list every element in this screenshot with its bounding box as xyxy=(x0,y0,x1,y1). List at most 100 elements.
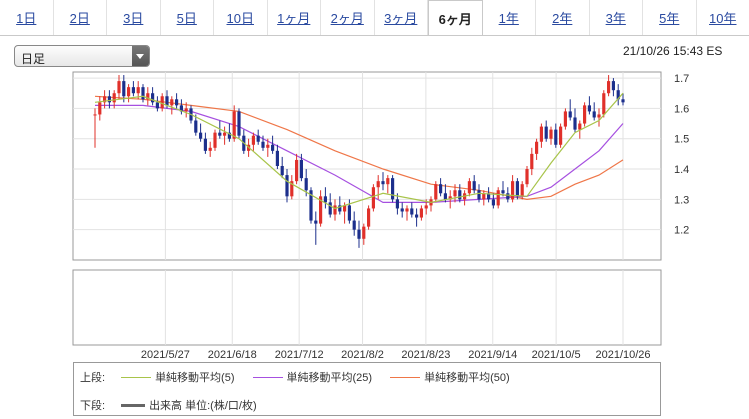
x-tick-label: 2021/7/12 xyxy=(275,349,324,361)
candle-body xyxy=(271,144,275,151)
legend-ma25: 単純移動平均(25) xyxy=(252,369,372,385)
candle-body xyxy=(295,159,299,182)
candle-body xyxy=(448,196,452,200)
candle-body xyxy=(347,205,351,221)
candle-body xyxy=(453,190,457,197)
candle-body xyxy=(290,181,294,197)
candle-body xyxy=(511,181,515,200)
period-select[interactable]: 日足 xyxy=(14,45,150,67)
tab-7[interactable]: 3ヶ月 xyxy=(374,0,428,35)
candle-body xyxy=(237,111,241,136)
tab-0[interactable]: 1日 xyxy=(0,0,54,35)
candle-body xyxy=(309,190,313,221)
candle-body xyxy=(155,102,159,109)
candle-body xyxy=(352,220,356,230)
candle-body xyxy=(472,181,476,191)
y-tick-label: 1.5 xyxy=(674,134,689,146)
candle-body xyxy=(319,196,323,224)
tab-11[interactable]: 3年 xyxy=(589,0,643,35)
candle-body xyxy=(496,190,500,206)
candle-body xyxy=(487,193,491,200)
candle-body xyxy=(107,96,111,103)
tab-9[interactable]: 1年 xyxy=(482,0,536,35)
candle-body xyxy=(338,205,342,212)
candle-body xyxy=(568,111,572,118)
candle-body xyxy=(520,184,524,197)
tab-13[interactable]: 10年 xyxy=(696,0,749,35)
candle-body xyxy=(458,190,462,200)
y-tick-label: 1.3 xyxy=(674,194,689,206)
candle-body xyxy=(280,166,284,176)
tab-1[interactable]: 2日 xyxy=(53,0,107,35)
x-tick-label: 2021/10/5 xyxy=(532,349,581,361)
candle-body xyxy=(395,199,399,209)
tab-4[interactable]: 10日 xyxy=(214,0,268,35)
tab-10[interactable]: 2年 xyxy=(536,0,590,35)
y-tick-label: 1.4 xyxy=(674,164,689,176)
legend-lower-label: 下段: xyxy=(80,400,106,412)
candle-body xyxy=(103,96,107,103)
candle-body xyxy=(223,132,227,136)
candle-body xyxy=(559,126,563,145)
candle-body xyxy=(443,193,447,200)
legend-volume-swatch xyxy=(121,403,146,407)
candle-body xyxy=(170,99,174,106)
candle-body xyxy=(419,208,423,218)
y-tick-label: 1.7 xyxy=(674,73,689,85)
period-tabs: 1日 2日 3日 5日 10日 1ヶ月 2ヶ月 3ヶ月 6ヶ月 1年 2年 3年 5年 10年 xyxy=(0,0,749,36)
candle-body xyxy=(261,141,265,148)
tab-5[interactable]: 1ヶ月 xyxy=(267,0,321,35)
candle-body xyxy=(218,132,222,136)
candle-body xyxy=(587,105,591,112)
candle-body xyxy=(203,138,207,151)
candle-body xyxy=(141,87,145,100)
legend-ma50-swatch xyxy=(390,376,421,378)
candle-body xyxy=(136,87,140,94)
tab-6[interactable]: 2ヶ月 xyxy=(321,0,375,35)
candle-body xyxy=(482,193,486,200)
candle-body xyxy=(362,226,366,239)
candle-body xyxy=(131,87,135,94)
period-select-value: 日足 xyxy=(21,52,46,66)
candle-body xyxy=(333,205,337,215)
candle-body xyxy=(266,144,270,148)
chevron-down-icon[interactable] xyxy=(132,46,149,66)
y-tick-label: 1.2 xyxy=(674,225,689,237)
candle-body xyxy=(314,220,318,224)
candle-body xyxy=(328,202,332,215)
candle-body xyxy=(535,141,539,154)
x-tick-label: 2021/5/27 xyxy=(141,349,190,361)
candle-body xyxy=(410,208,414,215)
candle-body xyxy=(592,111,596,118)
candle-body xyxy=(530,153,534,170)
candle-body xyxy=(578,123,582,130)
x-tick-label: 2021/8/2 xyxy=(341,349,384,361)
candle-body xyxy=(232,111,236,139)
candle-body xyxy=(299,159,303,179)
candle-body xyxy=(251,135,255,145)
ma5-line xyxy=(94,92,624,210)
tab-3[interactable]: 5日 xyxy=(160,0,214,35)
candle-body xyxy=(611,81,615,91)
candle-body xyxy=(275,150,279,166)
candle-body xyxy=(506,193,510,200)
candle-body xyxy=(381,181,385,185)
tab-8[interactable]: 6ヶ月 xyxy=(428,0,483,35)
candle-body xyxy=(515,181,519,197)
candle-body xyxy=(525,169,529,185)
candle-body xyxy=(554,129,558,145)
candle-body xyxy=(304,178,308,191)
legend-ma5: 単純移動平均(5) xyxy=(121,369,235,385)
ma50-line xyxy=(94,95,624,201)
candle-body xyxy=(165,96,169,106)
x-tick-label: 2021/6/18 xyxy=(208,349,257,361)
candle-body xyxy=(549,129,553,139)
tab-12[interactable]: 5年 xyxy=(643,0,697,35)
candle-body xyxy=(146,93,150,100)
candle-body xyxy=(93,114,97,116)
tab-2[interactable]: 3日 xyxy=(107,0,161,35)
candle-body xyxy=(208,147,212,151)
candle-body xyxy=(213,132,217,148)
candle-body xyxy=(127,87,131,97)
candle-body xyxy=(477,190,481,200)
